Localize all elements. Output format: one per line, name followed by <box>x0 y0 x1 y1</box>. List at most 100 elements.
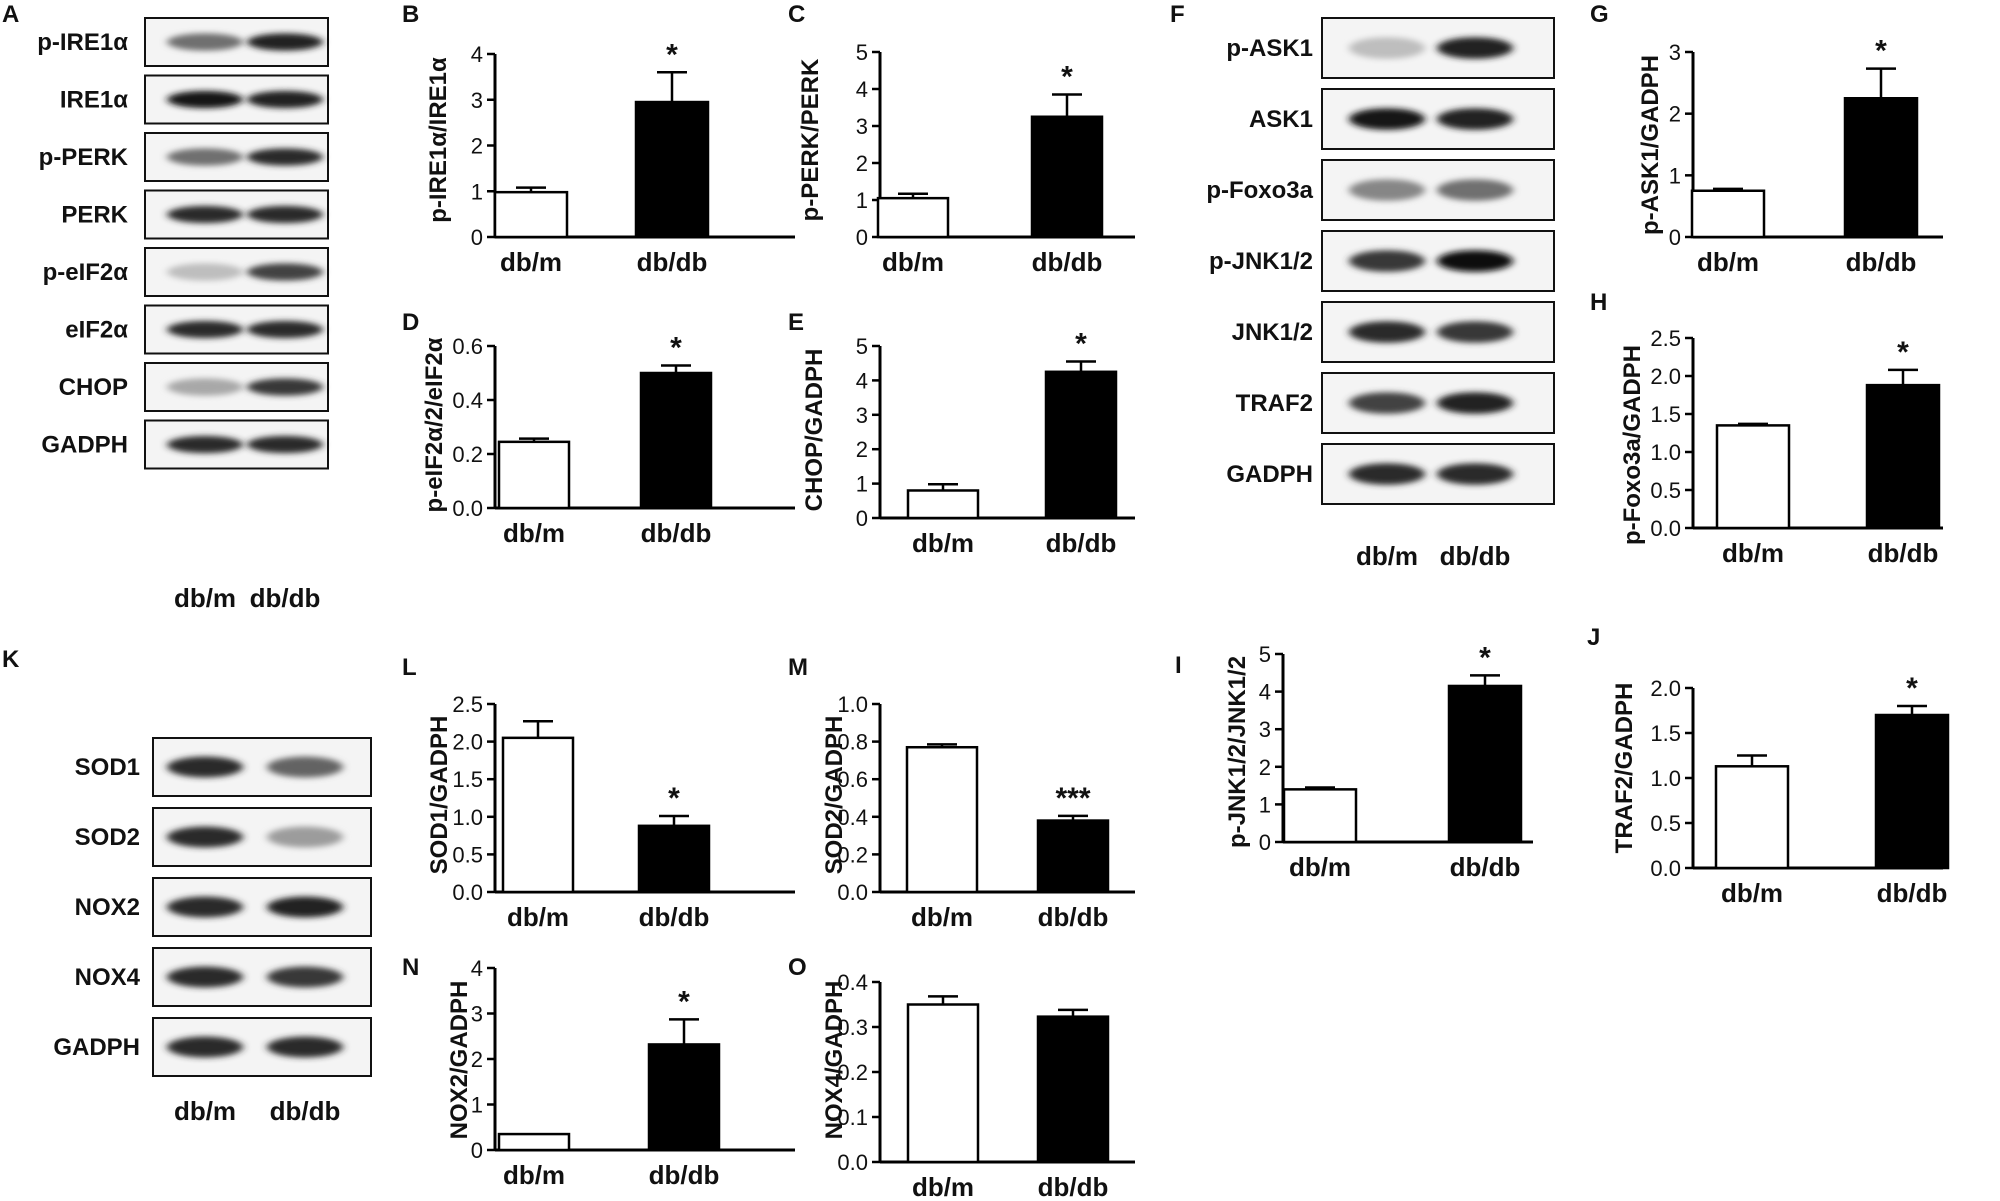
x-tick-label: db/m <box>1697 247 1759 277</box>
blot-row: GADPH <box>1226 443 1555 505</box>
chart-b: B 0 1 2 3 4 p-IRE1α/IRE1α db/m * db/db <box>402 1 795 277</box>
y-tick-label: 0 <box>1669 225 1681 250</box>
y-axis-label: p-IRE1α/IRE1α <box>425 57 452 223</box>
chart-g: G 0 1 2 3p-ASK1/GADPH db/m * db/db <box>1590 1 1943 277</box>
blot-band <box>1437 463 1513 485</box>
blot-band <box>247 205 323 224</box>
blot-row: eIF2α <box>65 304 329 355</box>
y-tick-label: 3 <box>471 1002 483 1027</box>
bar-db-db <box>1843 97 1919 239</box>
y-tick-label: 0.4 <box>452 388 483 413</box>
blot-row-label: p-Foxo3a <box>1206 177 1313 204</box>
panel-letter-f: F <box>1170 1 1185 28</box>
y-axis-label: p-eIF2α/2/eIF2α <box>421 337 448 512</box>
blot-row: p-PERK <box>39 132 329 182</box>
blot-band <box>1437 108 1513 130</box>
y-axis-label: NOX4/GADPH <box>821 981 848 1140</box>
blot-band <box>1437 392 1513 414</box>
y-tick-label: 2.5 <box>452 692 483 717</box>
blot-band <box>267 756 343 778</box>
blot-row-label: CHOP <box>59 374 128 401</box>
bar-db-db <box>1874 713 1950 870</box>
blot-row: p-Foxo3a <box>1206 159 1555 221</box>
blot-band <box>267 1036 343 1058</box>
y-tick-label: 5 <box>856 334 868 359</box>
bar-db-m <box>1715 424 1791 530</box>
y-tick-label: 0.2 <box>452 442 483 467</box>
blot-row: p-IRE1α <box>37 17 329 67</box>
y-tick-label: 2 <box>471 1047 483 1072</box>
y-tick-label: 3 <box>1259 717 1271 742</box>
bar-db-db <box>637 824 711 894</box>
blot-row-label: IRE1α <box>60 87 128 114</box>
blot-band <box>167 896 243 918</box>
y-tick-label: 2 <box>471 134 483 159</box>
y-tick-label: 0.2 <box>837 842 868 867</box>
blot-band <box>1437 321 1513 343</box>
blot-row: NOX4 <box>75 947 372 1007</box>
blot-row: JNK1/2 <box>1232 301 1555 363</box>
panel-letter-d: D <box>402 309 419 336</box>
bar-db-db <box>1036 1015 1110 1164</box>
y-tick-label: 5 <box>856 40 868 65</box>
y-tick-label: 2 <box>1259 755 1271 780</box>
panel-letter-o: O <box>788 954 807 981</box>
blot-band <box>247 320 323 339</box>
lane-label: db/m <box>174 1096 236 1126</box>
lane-label: db/m <box>1356 541 1418 571</box>
blot-panel-f: Fp-ASK1 ASK1 p-Foxo3a p-JNK1/2 JNK1/2 TRAF2 GA… <box>1170 1 1555 571</box>
blot-row: IRE1α <box>60 74 329 125</box>
y-tick-label: 0.2 <box>837 1060 868 1085</box>
blot-row-label: GADPH <box>1226 461 1313 488</box>
blot-row-label: p-JNK1/2 <box>1209 248 1313 275</box>
significance-marker: * <box>1875 35 1887 68</box>
blot-band <box>1349 179 1425 201</box>
bar-db-m <box>497 1132 571 1152</box>
blot-row: p-ASK1 <box>1226 17 1555 79</box>
blot-row: GADPH <box>41 419 329 470</box>
blot-band <box>167 1036 243 1058</box>
bar-db-m <box>1714 765 1790 870</box>
bar-db-db <box>1036 819 1110 894</box>
y-tick-label: 1 <box>1669 163 1681 188</box>
y-axis-label: SOD1/GADPH <box>426 716 453 875</box>
panel-letter-m: M <box>788 654 808 681</box>
blot-band <box>167 378 243 396</box>
y-axis-label: p-PERK/PERK <box>797 58 824 221</box>
blot-band <box>1349 250 1425 272</box>
blot-row: SOD1 <box>75 737 372 797</box>
blot-band <box>167 33 243 51</box>
y-tick-label: 4 <box>471 956 483 981</box>
lane-label: db/db <box>270 1096 341 1126</box>
panel-letter-l: L <box>402 654 417 681</box>
x-tick-label: db/db <box>1846 247 1917 277</box>
x-tick-label: db/m <box>911 902 973 932</box>
blot-row-label: p-eIF2α <box>43 259 129 286</box>
significance-marker: * <box>678 985 690 1018</box>
y-axis-label: p-ASK1/GADPH <box>1637 55 1664 235</box>
y-tick-label: 1 <box>856 472 868 497</box>
panel-letter-c: C <box>788 1 805 28</box>
blot-band <box>167 320 243 339</box>
y-tick-label: 0.1 <box>837 1105 868 1130</box>
blot-row-label: SOD2 <box>75 824 140 851</box>
x-tick-label: db/db <box>639 902 710 932</box>
x-tick-label: db/db <box>637 247 708 277</box>
panel-letter-j: J <box>1587 624 1600 651</box>
bar-db-db <box>647 1043 721 1152</box>
x-tick-label: db/m <box>1722 538 1784 568</box>
bar-db-m <box>905 745 979 894</box>
x-tick-label: db/m <box>507 902 569 932</box>
y-tick-label: 0.6 <box>837 767 868 792</box>
y-tick-label: 3 <box>1669 40 1681 65</box>
blot-band <box>167 826 243 848</box>
significance-marker: * <box>1479 641 1491 674</box>
blot-band <box>1437 37 1513 59</box>
y-tick-label: 0.5 <box>452 842 483 867</box>
panel-letter-e: E <box>788 309 804 336</box>
y-tick-label: 3 <box>471 88 483 113</box>
blot-band <box>247 263 323 281</box>
y-tick-label: 4 <box>856 368 868 393</box>
